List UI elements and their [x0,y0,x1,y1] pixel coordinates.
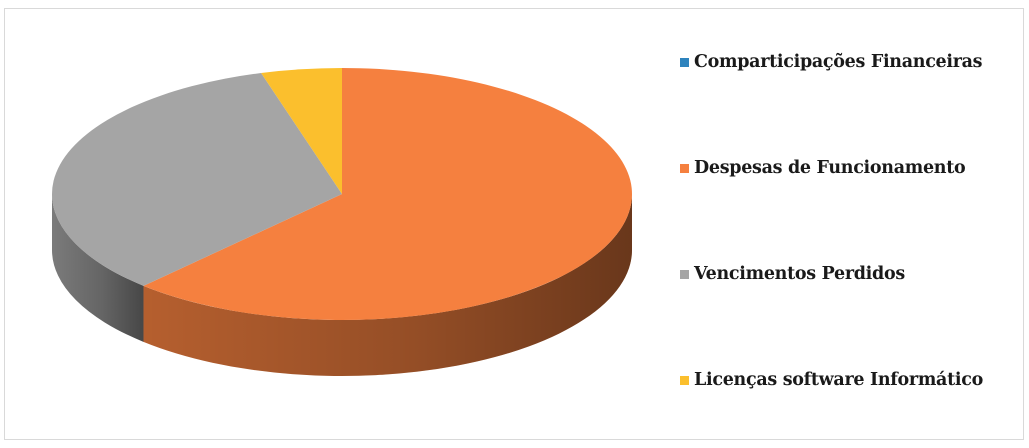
legend-label-vencimentos: Vencimentos Perdidos [694,264,905,284]
pie-chart [51,68,633,376]
pie-sides [52,194,633,376]
legend-label-licencas: Licenças software Informático [694,370,983,390]
legend-item-licencas: Licenças software Informático [680,370,983,390]
legend-item-vencimentos: Vencimentos Perdidos [680,264,905,284]
legend-label-despesas: Despesas de Funcionamento [694,158,966,178]
pie-slice-vencimentos [51,73,342,286]
legend-label-comparticipacoes: Comparticipações Financeiras [694,52,983,72]
pie-tops [51,68,633,320]
legend-swatch-licencas [680,375,689,385]
legend-swatch-comparticipacoes [680,57,689,67]
pie-side-shading-despesas [143,194,633,376]
pie-side-shading-vencimentos [52,194,144,342]
legend-swatch-despesas [680,163,689,173]
legend-item-despesas: Despesas de Funcionamento [680,158,966,178]
pie-slice-despesas [143,68,633,320]
legend-item-comparticipacoes: Comparticipações Financeiras [680,52,983,72]
pie-slice-licencas [261,68,342,194]
legend-swatch-vencimentos [680,269,689,279]
